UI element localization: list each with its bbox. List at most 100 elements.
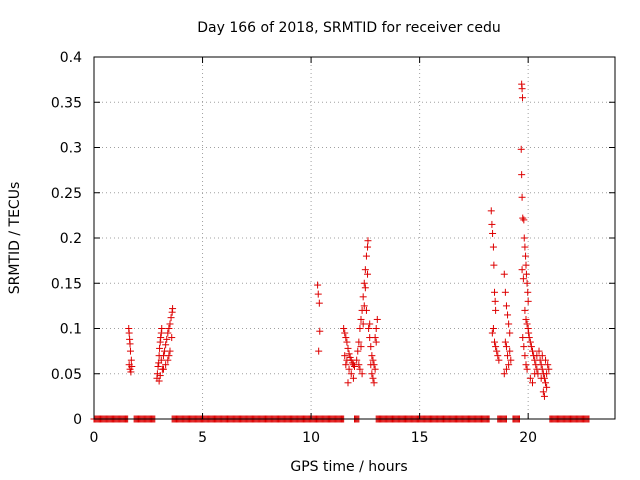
data-point xyxy=(371,365,379,373)
data-point xyxy=(164,329,172,337)
data-point xyxy=(526,338,534,346)
data-point xyxy=(519,334,527,342)
axis-ticks: 0 0.05 0.1 0.15 0.2 0.25 0.3 0.35 0.4 0 5 10 15 20 xyxy=(51,50,615,446)
data-point xyxy=(156,344,164,352)
data-point xyxy=(165,325,173,332)
data-point xyxy=(523,279,531,287)
data-point xyxy=(157,334,165,342)
data-point xyxy=(489,243,497,251)
data-point xyxy=(500,370,508,378)
data-point xyxy=(537,361,545,369)
data-point xyxy=(517,145,525,153)
data-point xyxy=(518,266,526,274)
data-point xyxy=(529,347,537,355)
data-point xyxy=(522,315,530,323)
data-point xyxy=(165,352,173,360)
data-point xyxy=(524,288,532,296)
data-point xyxy=(343,338,351,346)
data-point xyxy=(168,334,176,342)
data-point xyxy=(543,370,551,378)
data-point xyxy=(518,171,526,179)
data-point xyxy=(504,352,512,360)
y-tick-label: 0.3 xyxy=(60,141,82,157)
data-point xyxy=(315,347,323,355)
data-point xyxy=(522,361,530,369)
data-point xyxy=(491,297,499,305)
data-point xyxy=(340,325,348,332)
data-point xyxy=(543,383,551,391)
data-point xyxy=(505,361,513,369)
data-point xyxy=(158,325,166,332)
data-point xyxy=(155,377,163,385)
data-point xyxy=(506,329,514,337)
data-point xyxy=(341,352,349,360)
data-point xyxy=(518,85,526,93)
data-point xyxy=(522,270,530,278)
data-point xyxy=(369,374,377,382)
y-tick-label: 0.2 xyxy=(60,231,82,247)
data-point xyxy=(359,293,367,301)
data-point xyxy=(353,356,361,364)
data-point xyxy=(361,266,369,274)
data-point xyxy=(343,356,351,364)
data-point xyxy=(507,356,515,364)
data-point xyxy=(358,370,366,378)
data-point xyxy=(367,361,375,369)
data-point xyxy=(156,372,164,380)
data-point xyxy=(359,320,367,328)
data-point xyxy=(315,299,323,307)
data-point xyxy=(355,338,363,346)
data-point xyxy=(531,370,539,378)
data-point xyxy=(372,325,380,332)
data-point xyxy=(368,370,376,378)
data-point xyxy=(491,338,499,346)
data-point xyxy=(162,361,170,369)
data-point xyxy=(125,329,133,337)
data-point xyxy=(520,234,528,242)
data-point xyxy=(538,352,546,360)
data-point xyxy=(518,193,526,201)
data-points xyxy=(90,80,593,423)
data-point xyxy=(344,344,352,352)
data-point xyxy=(521,243,529,251)
data-point xyxy=(342,361,350,369)
data-point xyxy=(163,335,171,343)
data-point xyxy=(364,270,372,278)
data-point xyxy=(520,216,528,224)
data-point xyxy=(542,379,550,387)
data-point xyxy=(539,388,547,396)
data-point xyxy=(535,347,543,355)
data-point xyxy=(542,356,550,364)
data-point xyxy=(504,311,512,319)
x-tick-label: 0 xyxy=(90,430,99,446)
data-point xyxy=(360,302,368,310)
data-point xyxy=(314,281,322,289)
data-point xyxy=(500,270,508,278)
data-point xyxy=(345,365,353,373)
data-point xyxy=(357,343,365,351)
data-point xyxy=(527,343,535,351)
data-point xyxy=(495,356,503,364)
data-point xyxy=(162,341,170,349)
data-point xyxy=(370,379,378,387)
data-point xyxy=(345,350,353,358)
x-tick-label: 10 xyxy=(302,430,320,446)
data-point xyxy=(368,352,376,360)
y-tick-label: 0.15 xyxy=(51,276,82,292)
data-point xyxy=(526,374,534,382)
data-point xyxy=(154,363,162,371)
x-tick-label: 20 xyxy=(519,430,537,446)
data-point xyxy=(523,365,531,373)
data-point xyxy=(519,214,527,222)
data-point xyxy=(492,343,500,351)
data-point xyxy=(360,279,368,287)
data-point xyxy=(489,325,497,332)
data-point xyxy=(362,306,370,314)
data-point xyxy=(166,347,174,355)
data-point xyxy=(126,340,134,348)
data-point xyxy=(348,359,356,367)
data-point xyxy=(126,347,134,355)
data-point xyxy=(502,343,510,351)
data-point xyxy=(492,306,500,314)
